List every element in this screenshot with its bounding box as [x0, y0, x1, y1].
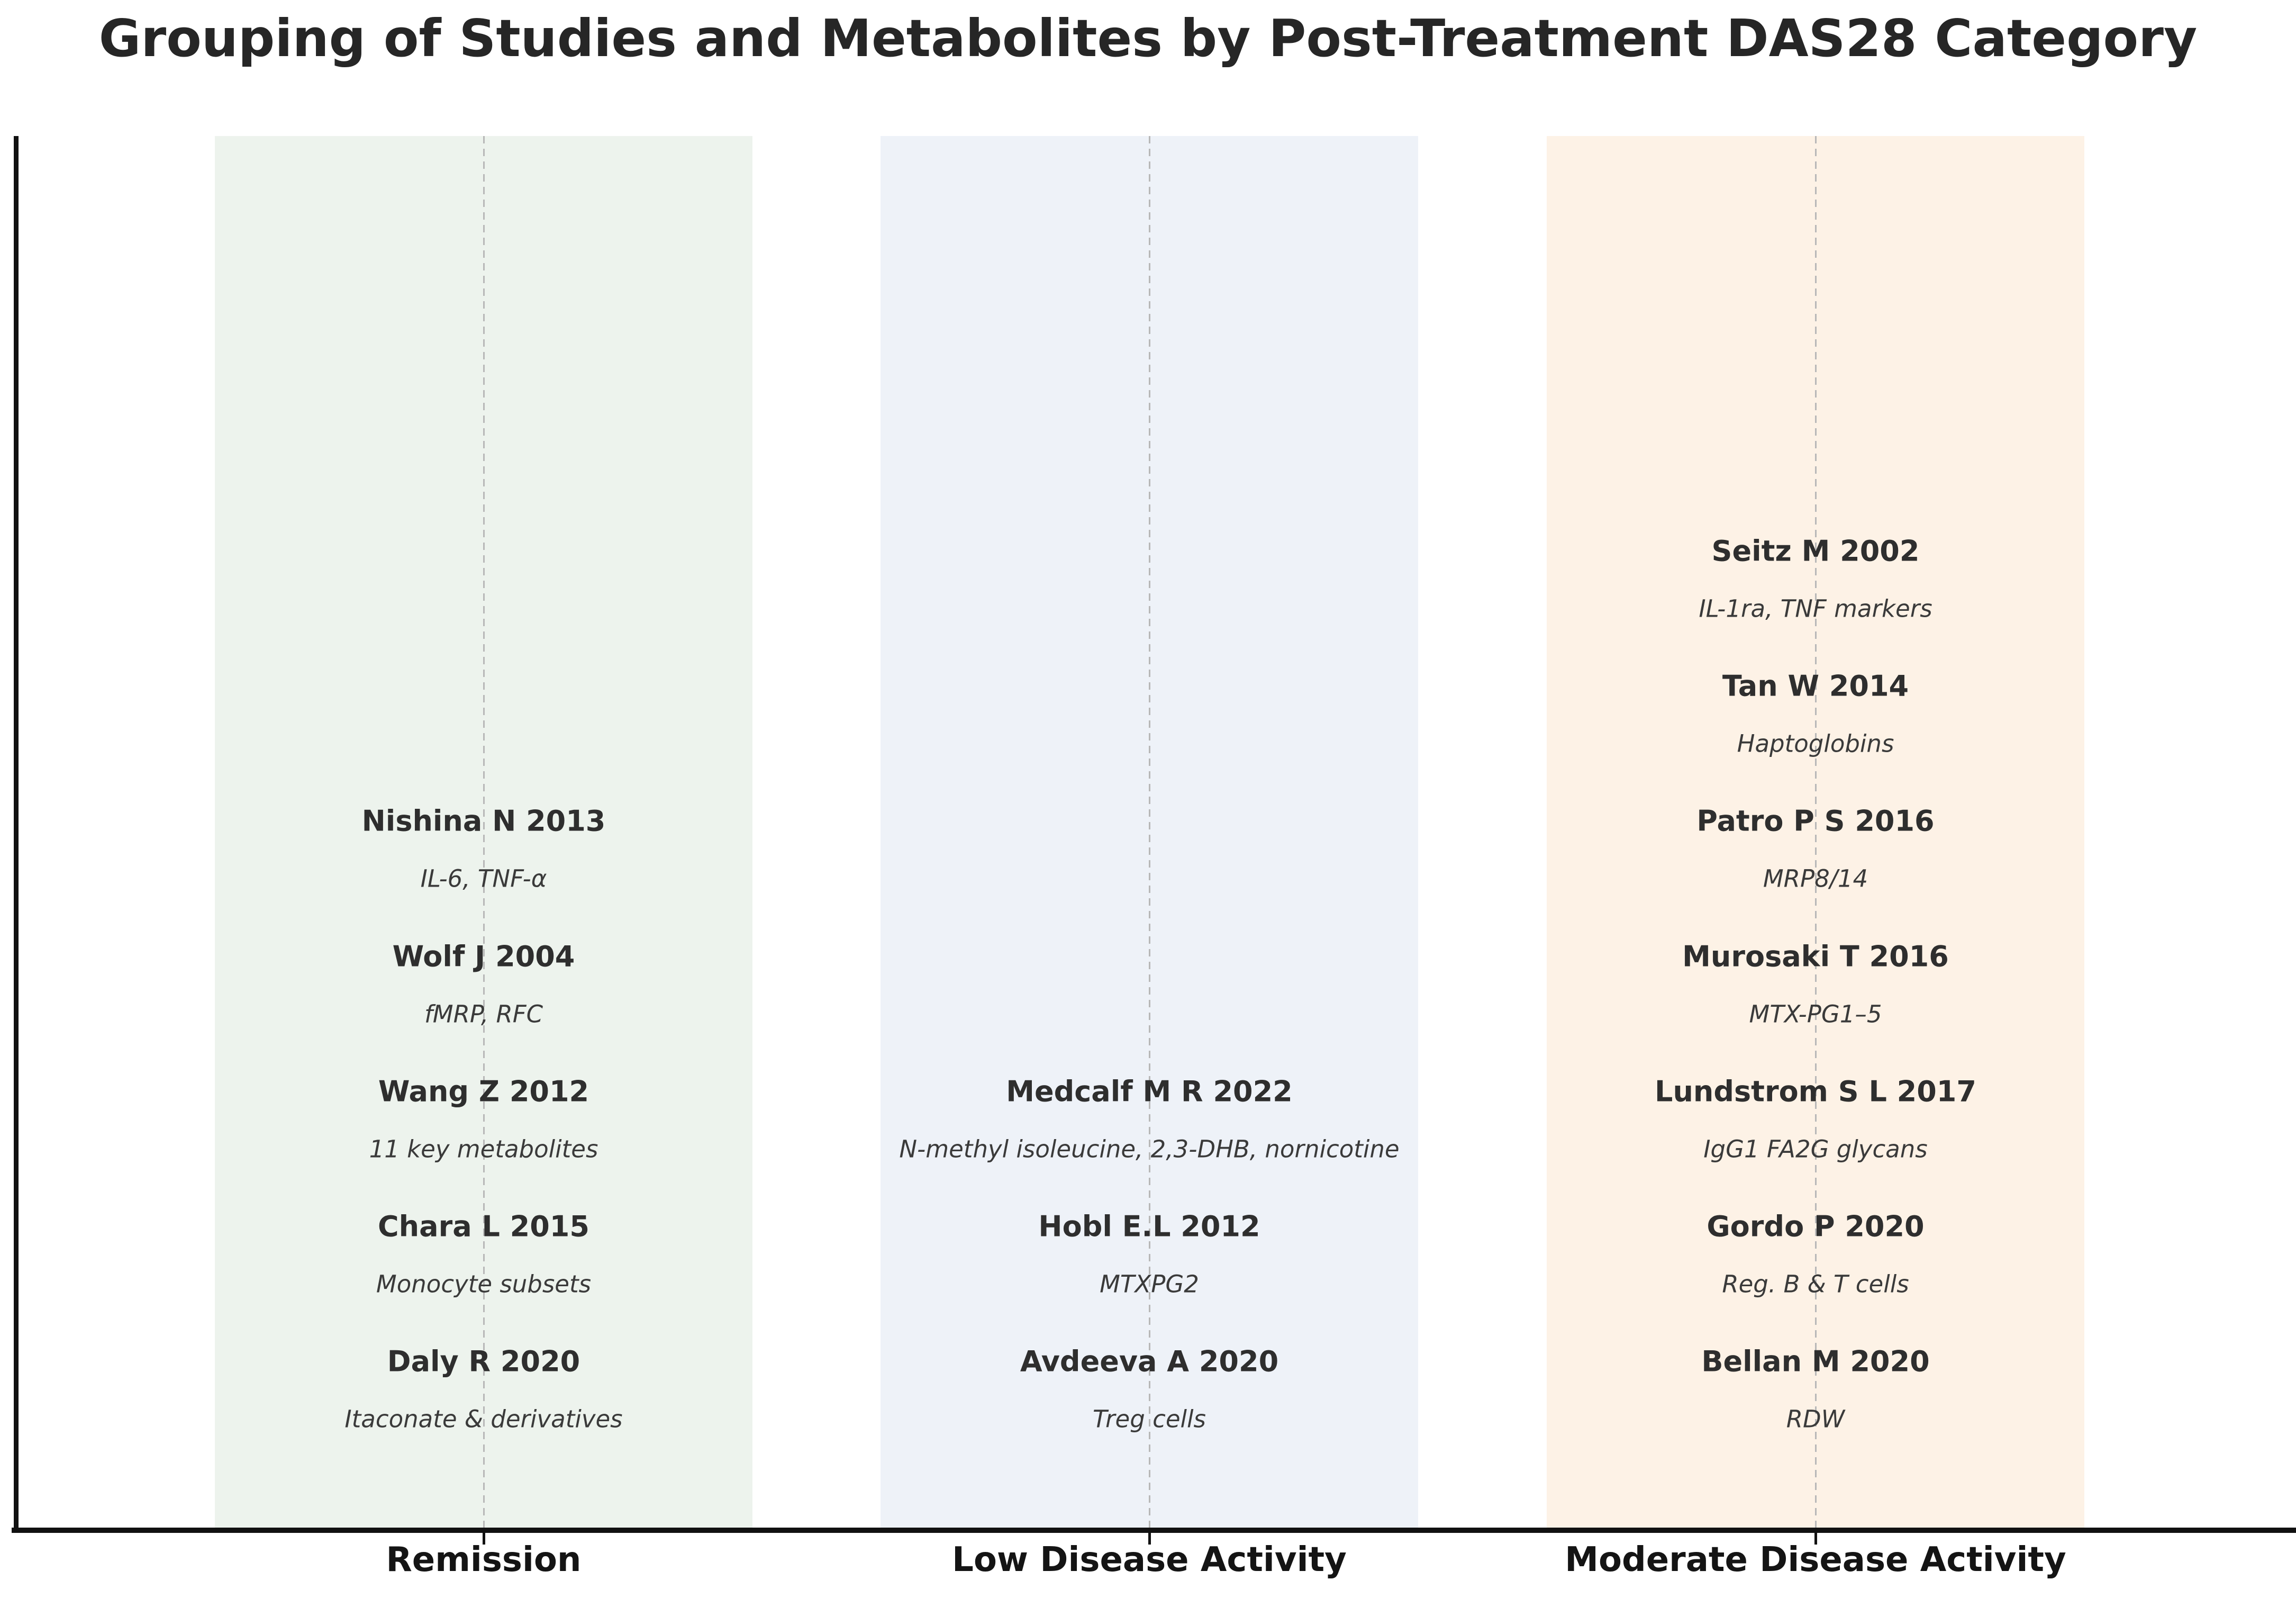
- study-name: Wolf J 2004: [392, 940, 575, 973]
- x-axis-tick: [482, 1533, 485, 1545]
- column-guide-line: [483, 136, 485, 1528]
- column-guide-line: [1148, 136, 1150, 1528]
- study-metabolites: Itaconate & derivatives: [344, 1405, 623, 1433]
- study-name: Patro P S 2016: [1696, 804, 1935, 838]
- x-axis-tick: [1148, 1533, 1151, 1545]
- study-metabolites: fMRP, RFC: [424, 1000, 543, 1028]
- study-metabolites: IL-6, TNF-α: [420, 864, 547, 893]
- study-name: Nishina N 2013: [361, 804, 606, 838]
- study-name: Chara L 2015: [378, 1209, 589, 1243]
- study-name: Medcalf M R 2022: [1006, 1075, 1293, 1108]
- study-name: Murosaki T 2016: [1682, 940, 1949, 973]
- study-metabolites: IgG1 FA2G glycans: [1703, 1135, 1928, 1163]
- x-axis-line: [12, 1528, 2296, 1533]
- category-label-moderate-disease-activity: Moderate Disease Activity: [1565, 1540, 2066, 1579]
- chart-title: Grouping of Studies and Metabolites by P…: [98, 8, 2198, 68]
- study-name: Wang Z 2012: [378, 1075, 589, 1108]
- study-name: Bellan M 2020: [1701, 1344, 1930, 1378]
- study-name: Seitz M 2002: [1711, 534, 1920, 568]
- category-label-remission: Remission: [386, 1540, 582, 1579]
- study-metabolites: N-methyl isoleucine, 2,3-DHB, nornicotin…: [899, 1135, 1400, 1163]
- study-name: Hobl E.L 2012: [1038, 1209, 1260, 1243]
- study-name: Tan W 2014: [1722, 669, 1909, 703]
- x-axis-tick: [1814, 1533, 1817, 1545]
- study-metabolites: RDW: [1786, 1405, 1845, 1433]
- study-metabolites: 11 key metabolites: [369, 1135, 598, 1163]
- study-name: Gordo P 2020: [1707, 1209, 1925, 1243]
- study-metabolites: IL-1ra, TNF markers: [1699, 594, 1932, 623]
- study-name: Lundstrom S L 2017: [1655, 1075, 1976, 1108]
- study-metabolites: Reg. B & T cells: [1722, 1270, 1909, 1298]
- study-name: Daly R 2020: [387, 1344, 580, 1378]
- study-metabolites: MRP8/14: [1763, 864, 1868, 893]
- study-metabolites: MTX-PG1–5: [1749, 1000, 1882, 1028]
- study-name: Avdeeva A 2020: [1020, 1344, 1279, 1378]
- study-metabolites: Treg cells: [1093, 1405, 1206, 1433]
- study-metabolites: MTXPG2: [1100, 1270, 1199, 1298]
- study-metabolites: Haptoglobins: [1737, 729, 1894, 758]
- y-axis-spine: [14, 136, 19, 1533]
- category-label-low-disease-activity: Low Disease Activity: [952, 1540, 1347, 1579]
- study-metabolites: Monocyte subsets: [376, 1270, 592, 1298]
- column-guide-line: [1814, 136, 1817, 1528]
